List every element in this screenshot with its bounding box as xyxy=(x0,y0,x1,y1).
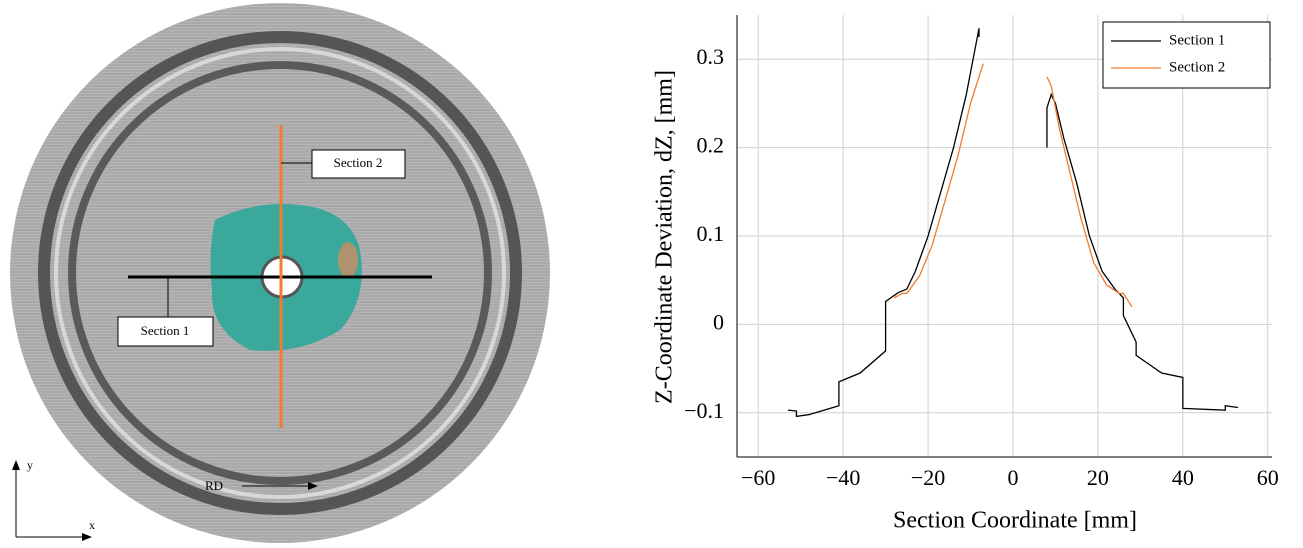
arrow-head xyxy=(82,533,92,541)
x-tick-label: 60 xyxy=(1257,465,1279,490)
x-tick-label: −60 xyxy=(741,465,775,490)
arrow-head xyxy=(12,460,20,470)
axis-label: y xyxy=(27,458,33,472)
disc-image: Section 2 Section 1 RD y x xyxy=(10,3,550,543)
axis-label: x xyxy=(89,518,95,532)
x-tick-label: 40 xyxy=(1172,465,1194,490)
legend-label: Section 2 xyxy=(1169,59,1225,75)
rd-label: RD xyxy=(205,478,223,493)
legend-label: Section 1 xyxy=(1169,32,1225,48)
y-tick-label: 0 xyxy=(713,309,724,334)
x-tick-label: −20 xyxy=(911,465,945,490)
x-tick-label: 0 xyxy=(1007,465,1018,490)
callout-label: Section 2 xyxy=(334,155,383,170)
x-tick-label: 20 xyxy=(1087,465,1109,490)
y-tick-label: −0.1 xyxy=(684,398,724,423)
y-tick-label: 0.3 xyxy=(697,44,725,69)
callout-label: Section 1 xyxy=(141,323,190,338)
x-axis-title: Section Coordinate [mm] xyxy=(893,508,1137,534)
figure: Section 2 Section 1 RD y x Section Coord… xyxy=(0,0,1303,543)
x-tick-label: −40 xyxy=(826,465,860,490)
y-tick-label: 0.2 xyxy=(697,133,725,158)
y-tick-label: 0.1 xyxy=(697,221,725,246)
spot xyxy=(338,242,358,278)
y-axis-title: Z-Coordinate Deviation, dZ, [mm] xyxy=(652,70,678,404)
